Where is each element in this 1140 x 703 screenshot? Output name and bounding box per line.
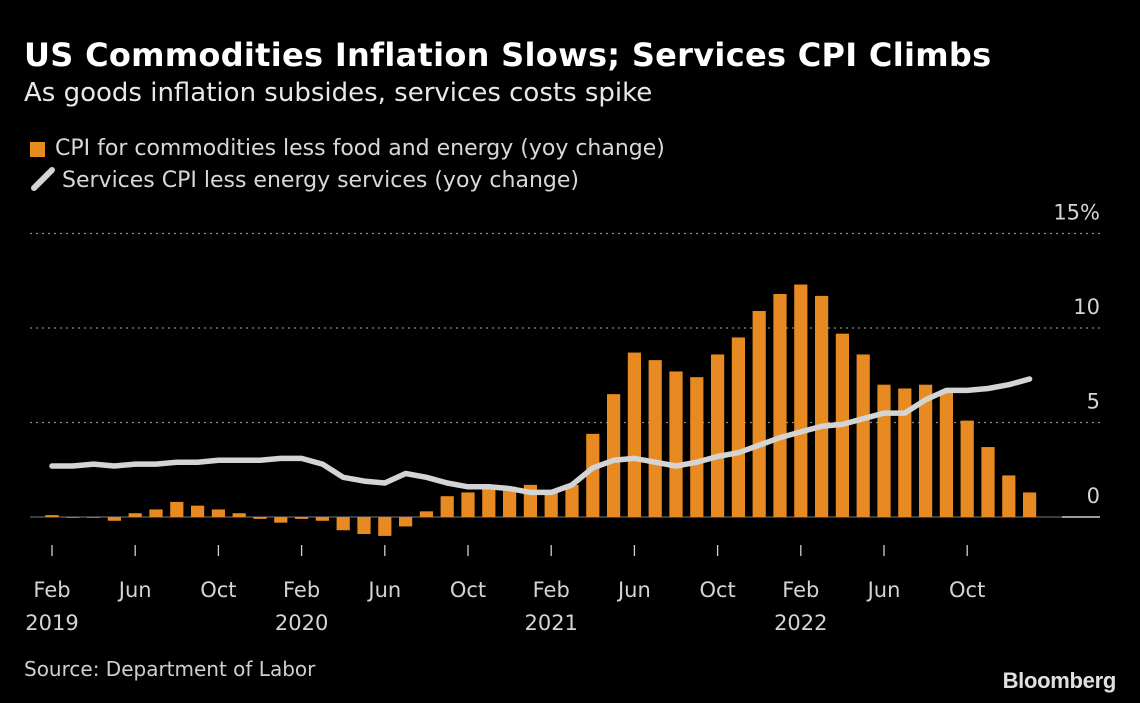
x-tick-label: Oct [699,578,735,602]
services-line [49,376,1033,496]
legend-bar-swatch [30,141,45,157]
source-note: Source: Department of Labor [24,657,316,681]
bar [877,384,891,517]
x-tick-label: Feb [283,578,320,602]
x-tick-label: Jun [866,578,901,602]
bar [295,517,309,519]
x-tick-label: Oct [450,578,486,602]
bar [482,486,496,517]
bar [856,354,870,517]
bar [66,517,80,518]
bar [357,517,371,535]
legend-label-services: Services CPI less energy services (yoy c… [62,168,579,193]
bar [503,486,517,517]
bar [128,513,142,517]
bar [773,293,787,517]
bar [690,377,704,517]
bar [315,517,329,521]
bar [586,433,600,517]
bar [274,517,288,523]
line-series-services [49,376,1033,496]
bar [565,484,579,517]
bar [440,496,454,517]
bar-series-commodities [45,284,1037,536]
x-tick-label: Jun [117,578,152,602]
bar [711,354,725,517]
bar [1023,492,1037,517]
bar [648,360,662,517]
x-tick-label: Oct [949,578,985,602]
bar [794,284,808,517]
x-tick-year-label: 2019 [25,611,78,635]
bar [669,371,683,517]
bar [378,517,392,536]
x-tick-year-label: 2020 [275,611,328,635]
bar [919,384,933,517]
bloomberg-logo: Bloomberg [1002,668,1117,693]
bar [336,517,350,531]
x-axis-ticks: Feb 2019 Jun Oct Feb 2020 Jun Oct Feb 2021 Jun Oct F… [25,545,985,635]
bar [211,509,225,517]
bar [149,509,163,517]
x-tick-year-label: 2022 [774,611,827,635]
x-tick-label: Feb [782,578,819,602]
bar [253,517,267,519]
bar [815,295,829,517]
gridlines [30,232,1100,518]
bar [544,492,558,517]
bar [232,513,246,517]
legend-label-commodities: CPI for commodities less food and energy… [55,136,665,161]
legend-item-commodities: CPI for commodities less food and energy… [30,136,665,161]
bar [399,517,413,527]
bar [607,394,621,517]
y-tick-label: 10 [1073,295,1100,319]
x-tick-label: Feb [533,578,570,602]
y-tick-label: 5 [1087,390,1100,414]
bar [170,501,184,517]
bar [752,310,766,517]
bar [419,511,433,517]
bar [191,505,205,517]
bar [898,388,912,517]
legend-line-swatch [31,167,55,191]
x-tick-label: Jun [366,578,401,602]
y-tick-label: 15% [1053,201,1100,225]
bar [1002,475,1016,517]
bar [960,420,974,517]
x-tick-label: Jun [616,578,651,602]
x-tick-label: Feb [33,578,70,602]
x-tick-label: Oct [200,578,236,602]
bar [981,447,995,517]
chart-subtitle: As goods inflation subsides, services co… [24,78,653,108]
y-tick-label: 0 [1087,484,1100,508]
legend-item-services: Services CPI less energy services (yoy c… [30,167,579,194]
bar [107,517,121,521]
bar [627,352,641,517]
bar [731,337,745,517]
x-tick-year-label: 2021 [524,611,577,635]
chart-title: US Commodities Inflation Slows; Services… [24,36,992,74]
bar [87,517,101,518]
bar [939,392,953,517]
bar [45,515,59,517]
bar [461,492,475,517]
y-axis-ticks: 15% 10 5 0 [1053,201,1100,509]
